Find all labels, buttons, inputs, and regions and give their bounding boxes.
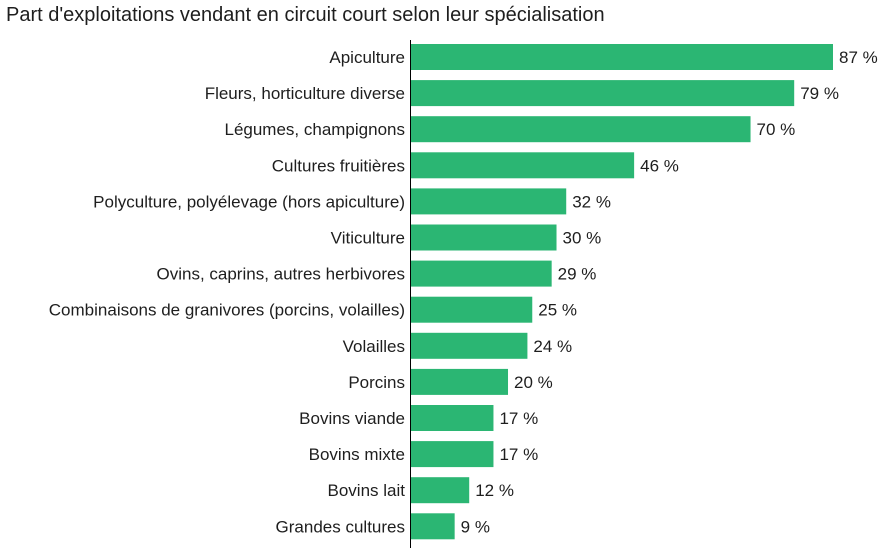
bar-volailles xyxy=(411,332,528,359)
category-label-combinaisons-de-granivores-porcins-volailles: Combinaisons de granivores (porcins, vol… xyxy=(49,301,405,320)
bar-grandes-cultures xyxy=(411,513,455,540)
value-label-porcins: 20 % xyxy=(514,373,553,392)
category-label-polyculture-polyelevage-hors-apiculture: Polyculture, polyélevage (hors apicultur… xyxy=(93,192,405,211)
value-label-bovins-viande: 17 % xyxy=(499,409,538,428)
value-label-grandes-cultures: 9 % xyxy=(461,517,490,536)
category-label-ovins-caprins-autres-herbivores: Ovins, caprins, autres herbivores xyxy=(157,265,406,284)
category-label-grandes-cultures: Grandes cultures xyxy=(276,517,405,536)
category-label-apiculture: Apiculture xyxy=(329,48,405,67)
value-label-legumes-champignons: 70 % xyxy=(757,120,796,139)
category-label-bovins-mixte: Bovins mixte xyxy=(309,445,405,464)
bar-bovins-lait xyxy=(411,477,470,504)
category-label-bovins-lait: Bovins lait xyxy=(328,481,406,500)
category-label-viticulture: Viticulture xyxy=(331,229,405,248)
value-label-cultures-fruitieres: 46 % xyxy=(640,156,679,175)
value-label-ovins-caprins-autres-herbivores: 29 % xyxy=(558,265,597,284)
bar-bovins-mixte xyxy=(411,441,494,468)
category-label-cultures-fruitieres: Cultures fruitières xyxy=(272,156,405,175)
value-label-bovins-mixte: 17 % xyxy=(499,445,538,464)
value-label-bovins-lait: 12 % xyxy=(475,481,514,500)
bar-apiculture xyxy=(411,44,833,70)
category-label-legumes-champignons: Légumes, champignons xyxy=(224,120,405,139)
bar-bovins-viande xyxy=(411,405,494,431)
bars-group: Apiculture 87 % Fleurs, horticulture diver… xyxy=(49,44,878,540)
bar-porcins xyxy=(411,368,509,395)
bar-polyculture-polyelevage-hors-apiculture xyxy=(411,188,567,215)
category-label-volailles: Volailles xyxy=(343,337,405,356)
value-label-combinaisons-de-granivores-porcins-volailles: 25 % xyxy=(538,301,577,320)
bar-legumes-champignons xyxy=(411,116,751,143)
value-label-volailles: 24 % xyxy=(533,337,572,356)
bar-ovins-caprins-autres-herbivores xyxy=(411,260,552,287)
bar-viticulture xyxy=(411,224,557,251)
bar-fleurs-horticulture-diverse xyxy=(411,80,795,107)
chart-title: Part d'exploitations vendant en circuit … xyxy=(6,4,605,26)
value-label-apiculture: 87 % xyxy=(839,48,878,67)
category-label-fleurs-horticulture-diverse: Fleurs, horticulture diverse xyxy=(205,84,405,103)
bar-combinaisons-de-granivores-porcins-volailles xyxy=(411,296,533,323)
value-label-fleurs-horticulture-diverse: 79 % xyxy=(800,84,839,103)
category-label-porcins: Porcins xyxy=(348,373,405,392)
bar-cultures-fruitieres xyxy=(411,152,635,179)
category-label-bovins-viande: Bovins viande xyxy=(299,409,405,428)
value-label-viticulture: 30 % xyxy=(563,229,602,248)
value-label-polyculture-polyelevage-hors-apiculture: 32 % xyxy=(572,192,611,211)
